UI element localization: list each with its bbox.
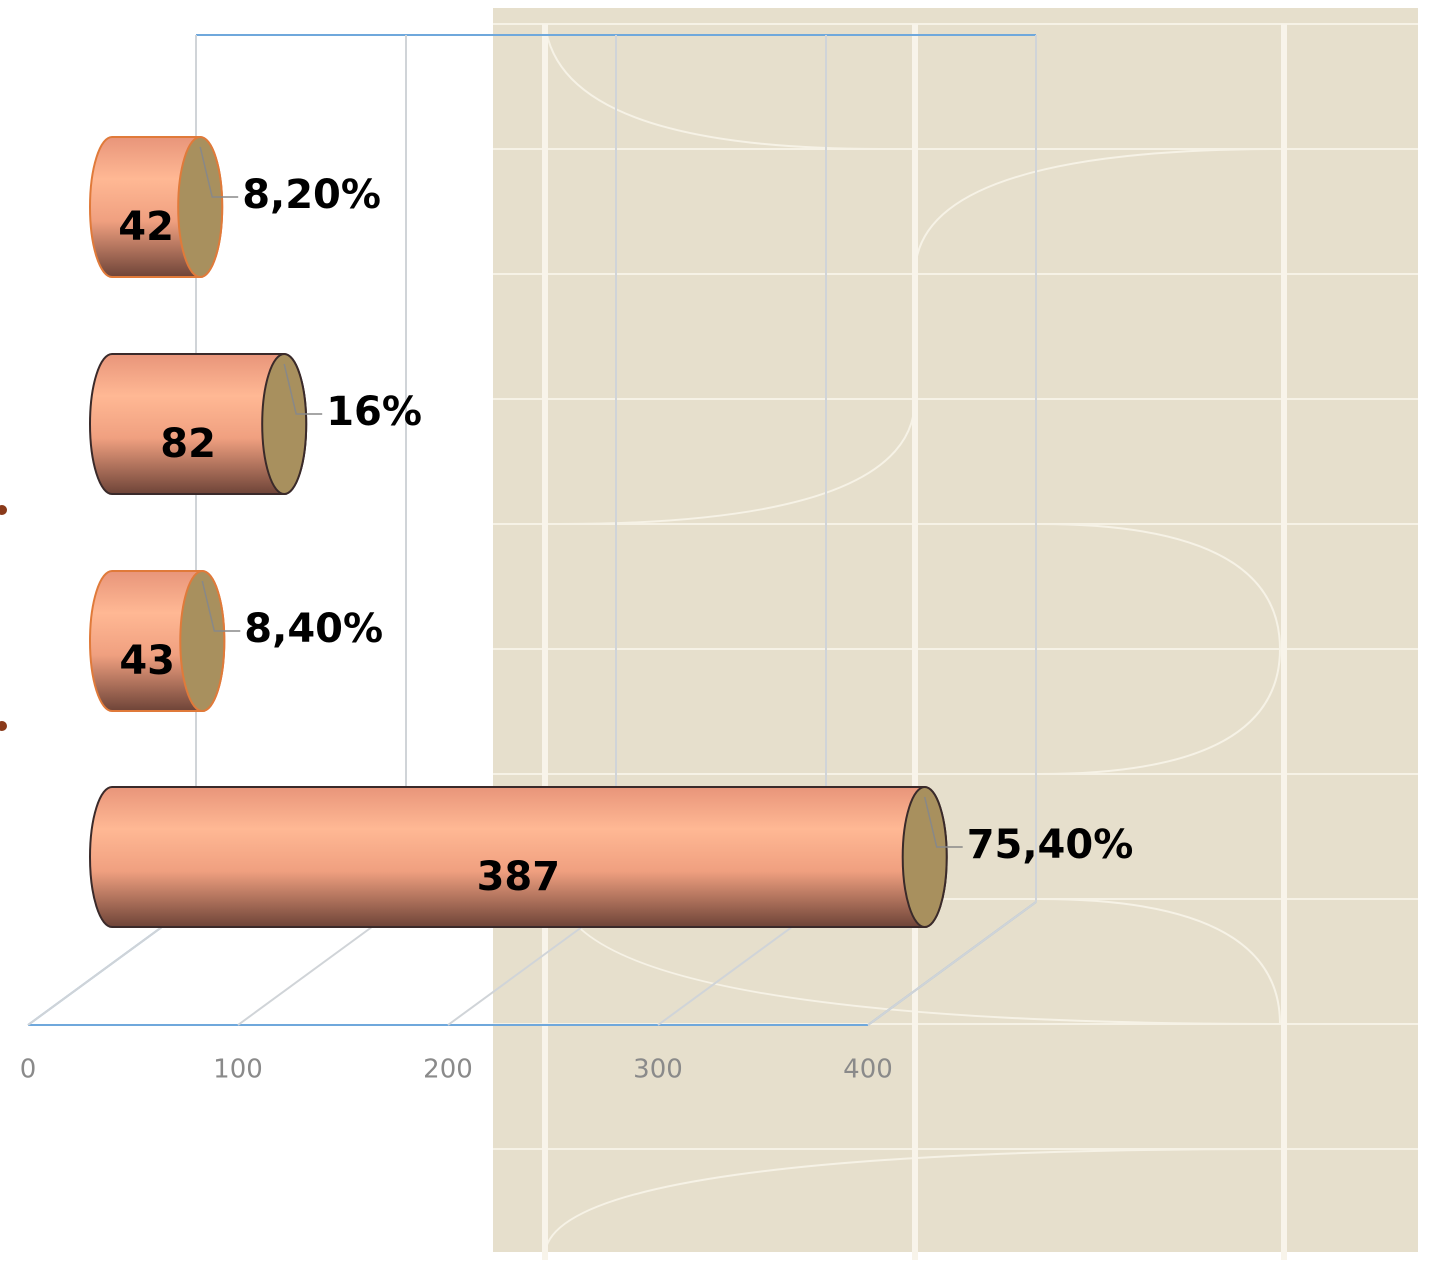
leader-line xyxy=(923,796,963,848)
value-label: 82 xyxy=(160,421,216,467)
value-label: 43 xyxy=(119,638,175,684)
bar-part xyxy=(177,136,224,278)
bar-part xyxy=(179,570,226,712)
value-label: 42 xyxy=(118,204,174,250)
x-tick-label: 400 xyxy=(843,1055,893,1085)
x-tick-label: 0 xyxy=(20,1055,37,1085)
x-tick-label: 200 xyxy=(423,1055,473,1085)
bullet xyxy=(0,505,7,515)
bar xyxy=(89,570,226,712)
x-tick-label: 300 xyxy=(633,1055,683,1085)
grid-line xyxy=(867,901,1037,1026)
bullet xyxy=(0,721,7,731)
x-tick-label: 100 xyxy=(213,1055,263,1085)
value-label: 387 xyxy=(477,854,561,900)
percent-label: 8,40% xyxy=(244,606,383,652)
background-panel xyxy=(493,8,1418,1260)
bar-part xyxy=(261,353,308,495)
leader-line xyxy=(283,363,323,415)
percent-label: 75,40% xyxy=(967,822,1134,868)
percent-label: 8,20% xyxy=(242,172,381,218)
bar xyxy=(89,786,948,928)
bar xyxy=(89,353,308,495)
leader-line xyxy=(201,580,241,632)
leader-line xyxy=(199,146,239,198)
bar-part xyxy=(901,786,948,928)
bar xyxy=(89,136,224,278)
percent-label: 16% xyxy=(326,389,422,435)
